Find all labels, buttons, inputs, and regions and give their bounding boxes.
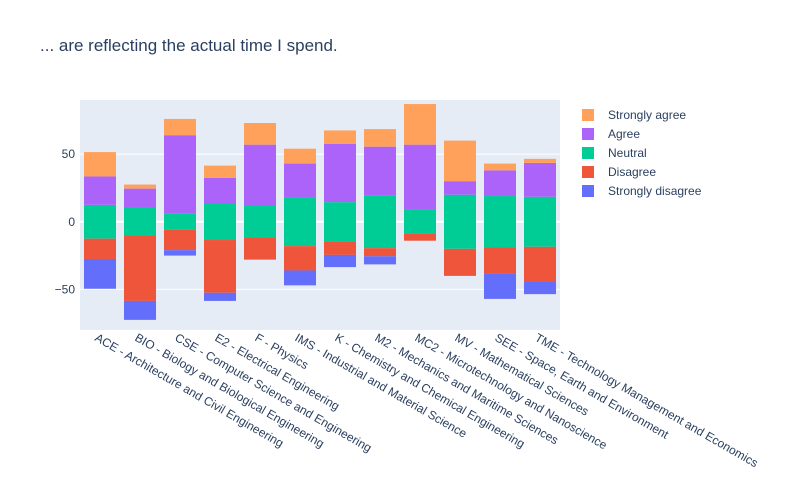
legend-label: Agree	[608, 127, 640, 141]
legend-label: Neutral	[608, 146, 647, 160]
y-tick-label: 0	[68, 215, 75, 229]
legend-item-neutral[interactable]: Neutral	[582, 146, 647, 160]
bar-agree	[364, 146, 396, 196]
bar-strongly-disagree	[124, 300, 156, 320]
legend-swatch	[582, 166, 594, 178]
bar-strongly-agree	[324, 130, 356, 144]
bar-strongly-agree	[364, 129, 396, 147]
legend-item-strongly-agree[interactable]: Strongly agree	[582, 108, 686, 122]
bar-strongly-disagree	[524, 281, 556, 295]
bar-disagree	[244, 238, 276, 260]
bar-strongly-agree	[124, 184, 156, 189]
legend[interactable]: Strongly agree Agree Neutral Disagree Strong…	[582, 108, 702, 198]
bar-strongly-disagree	[324, 254, 356, 268]
bar-disagree	[324, 241, 356, 255]
bar-strongly-disagree	[84, 258, 116, 289]
bar-agree	[84, 176, 116, 205]
bar-agree	[164, 135, 196, 214]
bar-neutral	[284, 197, 316, 247]
bar-neutral	[364, 195, 396, 249]
bar-agree	[484, 170, 516, 197]
bars	[84, 104, 556, 320]
bar-disagree	[124, 235, 156, 301]
legend-swatch	[582, 128, 594, 140]
bar-agree	[524, 162, 556, 197]
bar-agree	[444, 181, 476, 195]
x-axis: ACE - Architecture and Civil Engineering…	[93, 330, 761, 470]
legend-label: Disagree	[608, 165, 656, 179]
legend-item-disagree[interactable]: Disagree	[582, 165, 656, 179]
bar-strongly-disagree	[364, 256, 396, 265]
legend-item-strongly-disagree[interactable]: Strongly disagree	[582, 184, 702, 198]
y-axis: −50 0 50	[55, 147, 76, 296]
bar-disagree	[164, 229, 196, 251]
legend-swatch	[582, 147, 594, 159]
gridlines	[80, 153, 560, 290]
bar-agree	[204, 177, 236, 204]
legend-swatch	[582, 109, 594, 121]
bar-neutral	[164, 213, 196, 230]
bar-agree	[324, 143, 356, 203]
bar-strongly-agree	[444, 140, 476, 182]
bar-strongly-disagree	[284, 270, 316, 286]
plot-area	[80, 100, 560, 330]
bar-strongly-agree	[164, 118, 196, 136]
bar-strongly-disagree	[484, 273, 516, 299]
bar-neutral	[84, 204, 116, 239]
chart-title: ... are reflecting the actual time I spe…	[40, 36, 338, 55]
bar-disagree	[364, 248, 396, 257]
bar-strongly-agree	[404, 104, 436, 145]
y-tick-label: 50	[62, 147, 76, 161]
bar-neutral	[404, 209, 436, 234]
bar-agree	[124, 188, 156, 208]
bar-neutral	[444, 194, 476, 249]
bar-agree	[284, 163, 316, 198]
bar-neutral	[484, 196, 516, 248]
bar-strongly-agree	[84, 152, 116, 177]
legend-swatch	[582, 185, 594, 197]
bar-disagree	[524, 246, 556, 282]
bar-disagree	[444, 248, 476, 276]
bar-neutral	[244, 205, 276, 238]
bar-strongly-agree	[204, 165, 236, 178]
legend-item-agree[interactable]: Agree	[582, 127, 640, 141]
bar-disagree	[484, 247, 516, 274]
bar-strongly-disagree	[164, 250, 196, 256]
bar-strongly-agree	[484, 163, 516, 171]
bar-strongly-agree	[284, 148, 316, 164]
bar-disagree	[284, 246, 316, 271]
bar-agree	[244, 144, 276, 206]
bar-neutral	[324, 202, 356, 242]
bar-neutral	[204, 203, 236, 241]
y-tick-label: −50	[55, 282, 76, 296]
bar-agree	[404, 144, 436, 210]
bar-disagree	[204, 240, 236, 293]
bar-disagree	[84, 238, 116, 259]
bar-strongly-agree	[524, 158, 556, 163]
legend-label: Strongly disagree	[608, 184, 702, 198]
bar-strongly-agree	[244, 123, 276, 145]
bar-strongly-disagree	[204, 292, 236, 301]
bar-neutral	[124, 207, 156, 236]
bar-disagree	[404, 233, 436, 241]
bar-neutral	[524, 196, 556, 247]
legend-label: Strongly agree	[608, 108, 686, 122]
